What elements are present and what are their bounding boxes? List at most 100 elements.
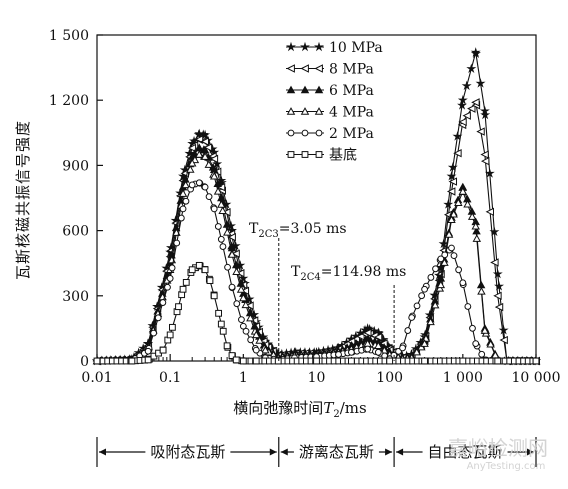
square-open-marker <box>169 323 176 331</box>
circle-open-marker <box>219 243 227 250</box>
arrow-left-icon <box>99 448 106 456</box>
region-label-bg <box>145 441 231 463</box>
square-open-marker <box>188 266 196 274</box>
cutoff-symbol: T <box>249 221 259 237</box>
square-open-marker <box>252 357 260 365</box>
x-axis-label: 横向弛豫时间T2/ms <box>233 399 366 420</box>
triangle-up-open-marker <box>181 180 190 189</box>
triangle-left-marker <box>494 302 504 312</box>
triangle-up-open-marker <box>239 293 248 302</box>
star-marker <box>200 129 211 140</box>
triangle-up-open-marker <box>200 152 210 160</box>
square-open-marker <box>223 342 231 350</box>
series-layer <box>92 47 541 366</box>
square-open-marker <box>494 357 502 365</box>
triangle-up-marker <box>300 85 310 94</box>
triangle-left-marker <box>485 207 494 217</box>
triangle-left-marker <box>231 249 240 258</box>
arrow-right-icon <box>385 448 393 456</box>
arrow-right-icon <box>527 448 534 456</box>
square-open-marker <box>179 285 187 293</box>
legend-label: 4 MPa <box>329 105 374 121</box>
circle-open-marker <box>214 223 222 230</box>
triangle-up-open-marker <box>412 347 421 356</box>
circle-open-marker <box>238 316 245 324</box>
x-tick-label: 10 <box>308 370 326 386</box>
circle-open-marker <box>201 183 209 191</box>
star-marker <box>470 47 481 57</box>
triangle-up-open-marker <box>195 150 204 158</box>
triangle-left-marker <box>499 335 508 345</box>
triangle-left-marker <box>227 232 236 242</box>
triangle-up-open-marker <box>374 341 383 350</box>
circle-open-marker <box>478 350 486 358</box>
star-marker <box>475 78 486 88</box>
star-marker <box>300 41 310 52</box>
triangle-up-open-marker <box>223 227 232 236</box>
legend-label: 8 MPa <box>329 62 374 78</box>
square-open-marker <box>239 357 247 365</box>
cutoff-label: T2C4=114.98 ms <box>291 264 406 283</box>
triangle-left-marker <box>286 64 295 73</box>
square-open-marker <box>206 277 214 284</box>
legend-item: 10 MPa <box>286 40 383 56</box>
triangle-left-marker <box>493 291 502 301</box>
triangle-up-open-marker <box>449 209 458 218</box>
circle-open-marker <box>182 197 190 205</box>
triangle-up-open-marker <box>454 198 463 206</box>
circle-open-marker <box>210 205 218 213</box>
circle-open-marker <box>224 263 231 271</box>
x-tick-label: 10 000 <box>512 370 561 386</box>
y-axis-label: 瓦斯核磁共振信号强度 <box>14 120 32 280</box>
triangle-left-marker <box>194 135 204 144</box>
triangle-left-marker <box>314 64 323 73</box>
star-marker <box>457 94 468 105</box>
star-marker <box>457 100 468 110</box>
triangle-up-open-marker <box>186 165 195 173</box>
star-marker <box>286 41 296 52</box>
square-open-marker <box>159 346 167 354</box>
square-open-marker <box>274 357 282 365</box>
square-open-marker <box>182 279 190 286</box>
triangle-up-open-marker <box>187 158 197 167</box>
circle-open-marker <box>418 292 426 300</box>
circle-open-marker <box>348 348 355 356</box>
cutoff-sub: 2C4 <box>300 272 320 283</box>
star-marker <box>314 41 324 52</box>
triangle-up-open-marker <box>178 189 188 197</box>
circle-open-marker <box>455 266 463 274</box>
triangle-up-open-marker <box>472 234 482 242</box>
circle-open-marker <box>374 348 382 356</box>
triangle-up-marker <box>286 85 296 94</box>
legend: 10 MPa 8 MPa 6 MPa 4 MPa 2 MPa 基底 <box>286 40 383 164</box>
star-marker <box>461 80 472 91</box>
circle-open-marker <box>205 193 213 201</box>
square-open-marker <box>348 357 355 365</box>
triangle-left-marker <box>363 328 372 337</box>
star-marker <box>194 128 205 139</box>
triangle-left-marker <box>480 150 489 159</box>
triangle-left-marker <box>300 64 309 73</box>
square-open-marker <box>144 356 152 364</box>
watermark: 嘉峪检测网 AnyTesting.com <box>448 436 548 472</box>
square-open-marker <box>217 320 225 328</box>
y-tick-label: 1 500 <box>49 28 89 44</box>
circle-open-marker <box>469 324 476 332</box>
circle-open-marker <box>335 351 342 358</box>
square-open-marker <box>219 327 227 335</box>
square-open-marker <box>201 266 209 274</box>
square-open-marker <box>228 352 236 359</box>
triangle-up-open-marker <box>426 317 435 326</box>
triangle-left-marker <box>216 182 226 192</box>
triangle-left-marker <box>200 137 209 146</box>
region-label: 自由态瓦斯 <box>428 443 503 461</box>
series-triangle-up-open <box>92 150 541 365</box>
triangle-left-marker <box>490 258 499 267</box>
y-tick-label: 900 <box>62 158 89 174</box>
circle-open-marker <box>164 283 171 291</box>
triangle-left-marker <box>458 117 467 127</box>
legend-item: 基底 <box>286 147 357 164</box>
circle-open-marker <box>252 346 260 354</box>
x-axis-label-symbol: T <box>323 399 334 417</box>
